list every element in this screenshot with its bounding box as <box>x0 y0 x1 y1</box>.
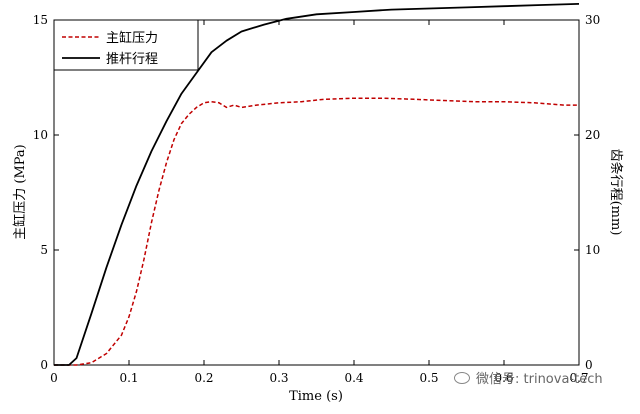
legend: 主缸压力 推杆行程 <box>53 19 199 71</box>
y-right-tick-label: 0 <box>585 358 593 372</box>
x-tick-label: 0.7 <box>569 371 588 385</box>
legend-label-stroke: 推杆行程 <box>106 52 158 67</box>
y-left-tick-label: 0 <box>40 358 48 372</box>
y-left-tick-label: 15 <box>33 13 48 27</box>
x-tick-label: 0.3 <box>269 371 288 385</box>
x-tick-label: 0.1 <box>119 371 138 385</box>
y-axis-right-title: 齿条行程(mm) <box>608 149 624 236</box>
x-tick-label: 0 <box>50 371 58 385</box>
x-tick-label: 0.4 <box>344 371 363 385</box>
y-right-tick-label: 30 <box>585 13 600 27</box>
series-line-stroke <box>54 3 580 366</box>
watermark: 微信号: trinova-tech <box>454 368 603 387</box>
x-tick-label: 0.6 <box>494 371 513 385</box>
y-right-tick-label: 20 <box>585 128 600 142</box>
x-tick-label: 0.2 <box>194 371 213 385</box>
wechat-icon <box>454 372 470 384</box>
y-axis-left-title: 主缸压力 (MPa) <box>12 144 28 240</box>
y-right-tick-label: 10 <box>585 243 600 257</box>
y-left-tick-label: 5 <box>40 243 48 257</box>
x-tick-label: 0.5 <box>419 371 438 385</box>
legend-label-pressure: 主缸压力 <box>106 30 158 46</box>
series-line-pressure <box>54 97 579 366</box>
y-left-tick-label: 10 <box>33 128 48 142</box>
x-axis-title: Time (s) <box>289 389 343 404</box>
plot-frame <box>53 19 580 366</box>
series-layer <box>54 3 580 366</box>
legend-box <box>53 19 199 71</box>
watermark-text: 微信号: trinova-tech <box>476 372 603 387</box>
